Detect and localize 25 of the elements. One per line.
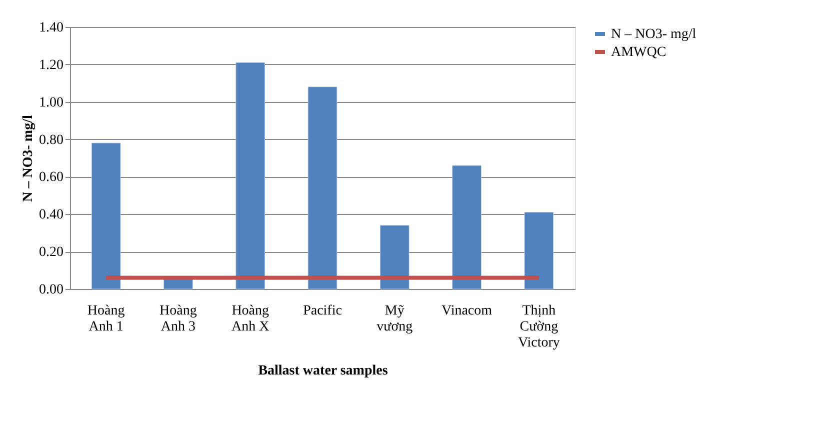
- legend-label: AMWQC: [611, 45, 666, 60]
- y-tick-label: 0.80: [39, 132, 64, 148]
- bar: [308, 86, 338, 290]
- x-tick-label: Thịnh Cường Victory: [518, 304, 560, 350]
- y-axis-title: N – NO3- mg/l: [21, 115, 36, 202]
- bar: [91, 142, 121, 290]
- x-tick-label: Hoàng Anh 3: [160, 304, 197, 334]
- y-tick-label: 0.20: [39, 245, 64, 260]
- y-tick-label: 1.40: [39, 20, 64, 36]
- y-tick-label: 1.20: [39, 58, 64, 73]
- x-tick-label: Hoàng Anh X: [231, 304, 270, 334]
- x-tick-label: Pacific: [303, 304, 342, 318]
- bar: [524, 212, 554, 290]
- bar: [236, 62, 266, 290]
- y-tick-label: 0.60: [39, 170, 64, 186]
- x-tick-label: Vinacom: [442, 304, 492, 318]
- y-tick-label: 1.00: [39, 95, 64, 110]
- x-tick-label: Mỹ vương: [376, 304, 413, 334]
- y-tick-label: 0.00: [39, 282, 64, 298]
- x-tick-label: Hoàng Anh 1: [87, 304, 125, 334]
- bar: [452, 165, 482, 290]
- y-tick-label: 0.40: [39, 208, 64, 223]
- x-axis-title: Ballast water samples: [258, 364, 388, 378]
- bar: [380, 225, 410, 290]
- legend-label: N – NO3- mg/l: [611, 27, 696, 42]
